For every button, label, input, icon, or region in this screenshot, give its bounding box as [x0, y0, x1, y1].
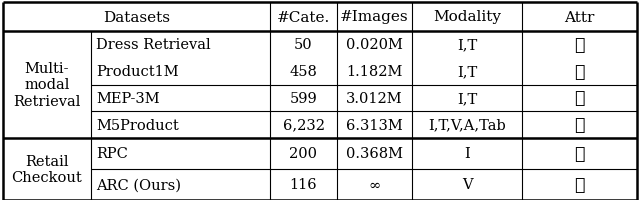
Text: ✓: ✓	[574, 176, 585, 193]
Text: M5Product: M5Product	[96, 118, 179, 132]
Text: ✗: ✗	[574, 117, 585, 133]
Text: Multi-
modal
Retrieval: Multi- modal Retrieval	[13, 62, 81, 108]
Text: ✗: ✗	[574, 90, 585, 107]
Text: Product1M: Product1M	[96, 65, 179, 79]
Text: 6,232: 6,232	[282, 118, 324, 132]
Text: ✗: ✗	[574, 145, 585, 162]
Text: #Images: #Images	[340, 10, 409, 24]
Text: ∞: ∞	[369, 178, 381, 192]
Text: 1.182M: 1.182M	[346, 65, 403, 79]
Text: I,T: I,T	[457, 65, 477, 79]
Text: ✗: ✗	[574, 37, 585, 54]
Text: Modality: Modality	[433, 10, 501, 24]
Text: ✗: ✗	[574, 63, 585, 80]
Text: #Cate.: #Cate.	[277, 10, 330, 24]
Text: 50: 50	[294, 38, 313, 52]
Text: RPC: RPC	[96, 147, 128, 161]
Text: 3.012M: 3.012M	[346, 91, 403, 105]
Text: Datasets: Datasets	[103, 10, 170, 24]
Text: 116: 116	[290, 178, 317, 192]
Text: 6.313M: 6.313M	[346, 118, 403, 132]
Text: 0.368M: 0.368M	[346, 147, 403, 161]
Text: V: V	[461, 178, 472, 192]
Text: I,T: I,T	[457, 38, 477, 52]
Text: I,T: I,T	[457, 91, 477, 105]
Text: 458: 458	[289, 65, 317, 79]
Text: MEP-3M: MEP-3M	[96, 91, 159, 105]
Text: 200: 200	[289, 147, 317, 161]
Text: Attr: Attr	[564, 10, 595, 24]
Text: I,T,V,A,Tab: I,T,V,A,Tab	[428, 118, 506, 132]
Text: 0.020M: 0.020M	[346, 38, 403, 52]
Text: Dress Retrieval: Dress Retrieval	[96, 38, 211, 52]
Text: Retail
Checkout: Retail Checkout	[12, 154, 83, 184]
Text: 599: 599	[290, 91, 317, 105]
Text: ARC (Ours): ARC (Ours)	[96, 178, 181, 192]
Text: I: I	[464, 147, 470, 161]
